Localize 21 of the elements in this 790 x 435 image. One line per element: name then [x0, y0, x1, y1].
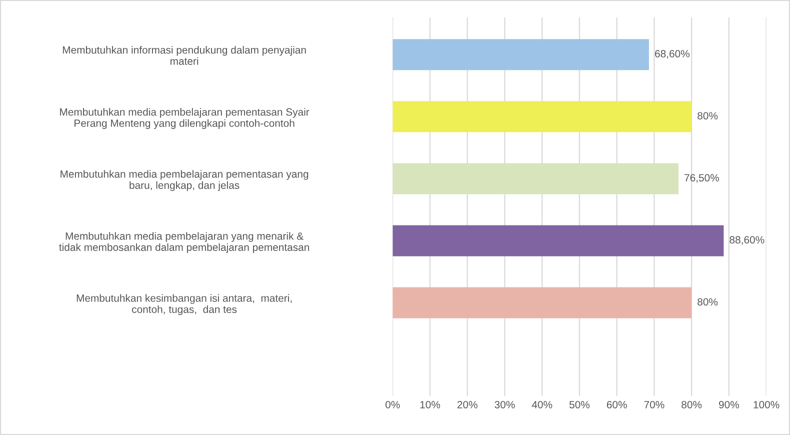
data-label: 68,60% — [655, 50, 690, 59]
x-tick-label: 70% — [644, 400, 664, 408]
x-tick-label: 20% — [457, 400, 478, 408]
data-label: 88,60% — [730, 236, 764, 245]
x-tick-label: 80% — [682, 400, 702, 408]
data-label: 76,50% — [684, 174, 719, 183]
x-tick-label: 0% — [386, 400, 400, 408]
y-tick-label: Membutuhkan informasi pendukung dalam penyajian materi — [62, 46, 306, 65]
x-tick-label: 50% — [569, 400, 590, 408]
y-tick-label: Membutuhkan media pembelajaran pementasan Syair Perang Menteng yang dilengkapi contoh-contoh — [60, 108, 310, 129]
x-tick-label: 40% — [532, 400, 552, 408]
x-tick-label: 90% — [718, 400, 739, 408]
y-tick-label: Membutuhkan kesimbangan isi antara, materi, contoh, tugas, dan tes — [76, 294, 292, 316]
y-tick-label: Membutuhkan media pembelajaran yang menarik & tidak membosankan dalam pembelajaran pementasan — [59, 232, 309, 254]
x-tick-label: 10% — [420, 400, 440, 408]
data-label: 80% — [698, 298, 718, 306]
x-tick-label: 100% — [754, 400, 780, 408]
x-tick-label: 60% — [606, 400, 627, 408]
data-label: 80% — [698, 112, 718, 120]
y-tick-label: Membutuhkan media pembelajaran pementasan yang baru, lengkap, dan jelas — [60, 170, 308, 192]
x-tick-label: 30% — [494, 400, 515, 408]
